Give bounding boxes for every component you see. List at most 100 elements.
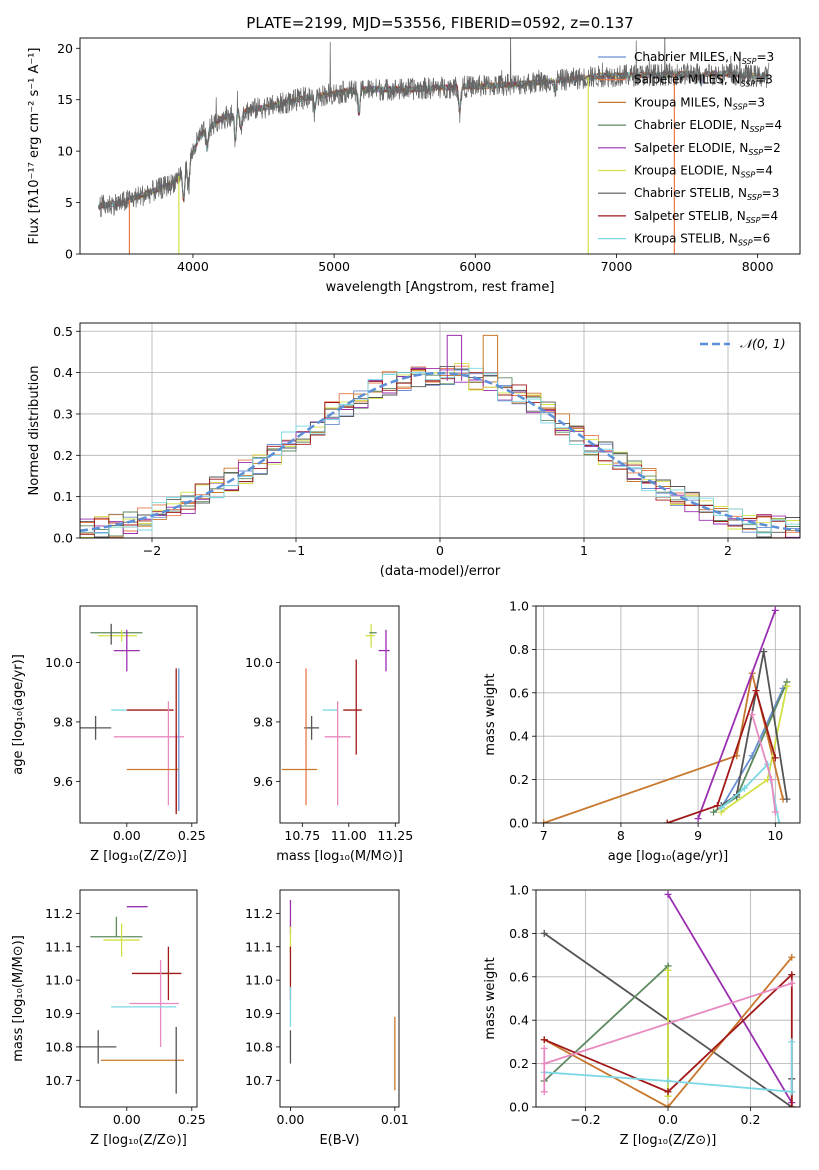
x-tick-label: 7000	[601, 259, 633, 274]
y-tick-label: 11.1	[45, 939, 73, 954]
y-axis-label: Normed distribution	[27, 366, 42, 496]
figure-title: PLATE=2199, MJD=53556, FIBERID=0592, z=0…	[246, 14, 633, 32]
x-tick-label: 5000	[318, 259, 350, 274]
weight-line	[697, 609, 777, 820]
y-axis-label: mass weight	[483, 673, 498, 755]
x-axis-label: Z [log₁₀(Z/Z⊙)]	[90, 849, 187, 864]
y-tick-label: 20	[57, 41, 73, 56]
y-tick-label: 5	[65, 195, 73, 210]
x-tick-label: 11.00	[331, 828, 367, 843]
y-tick-label: 10.0	[45, 655, 73, 670]
x-tick-label: 0	[436, 543, 444, 558]
weight-marker	[540, 819, 548, 823]
weight-marker	[788, 979, 796, 987]
y-tick-label: 0.1	[53, 489, 73, 504]
x-tick-label: 10	[767, 828, 783, 843]
legend-label: Salpeter STELIB, NSSP=4	[634, 209, 778, 225]
legend-label: Chabrier ELODIE, NSSP=4	[634, 118, 782, 134]
hist-spike	[482, 334, 499, 381]
x-axis-label: wavelength [Angstrom, rest frame]	[326, 280, 555, 295]
spectrum-legend: Chabrier MILES, NSSP=3 Salpeter MILES, NS…	[598, 50, 782, 248]
legend-label: Kroupa MILES, NSSP=3	[634, 95, 765, 111]
x-axis-label: age [log₁₀(age/yr)]	[608, 849, 729, 864]
y-tick-label: 11.0	[45, 973, 73, 988]
weight-marker	[713, 802, 721, 810]
weight-marker	[788, 953, 796, 961]
weight-marker	[694, 815, 702, 823]
y-tick-label: 0.2	[53, 448, 73, 463]
y-tick-label: 10.9	[45, 1006, 73, 1021]
weight-marker	[740, 784, 748, 792]
y-tick-label: 0.2	[509, 1056, 529, 1071]
weight-marker	[752, 687, 760, 695]
y-tick-label: 11.2	[245, 906, 273, 921]
x-tick-label: 0.00	[113, 1112, 141, 1127]
axes-frame	[535, 605, 801, 824]
x-axis-label: E(B-V)	[319, 1133, 359, 1148]
y-axis-label: mass weight	[483, 957, 498, 1039]
y-tick-label: 0.3	[53, 406, 73, 421]
legend-label: Salpeter ELODIE, NSSP=2	[634, 141, 781, 157]
x-tick-label: 0.00	[113, 828, 141, 843]
weight-marker	[540, 929, 548, 937]
weight-marker	[710, 808, 718, 816]
axes-frame	[79, 322, 801, 539]
y-tick-label: 0.5	[53, 324, 73, 339]
y-tick-label: 9.8	[253, 714, 273, 729]
x-axis-label: (data-model)/error	[380, 564, 501, 579]
x-tick-label: 8	[617, 828, 625, 843]
weight-marker	[664, 1103, 672, 1107]
x-tick-label: 4000	[177, 259, 209, 274]
y-tick-label: 11.1	[245, 939, 273, 954]
weight-marker	[788, 1088, 796, 1096]
y-tick-label: 0.0	[509, 1100, 529, 1115]
y-tick-label: 9.6	[53, 774, 73, 789]
weight-marker	[540, 1036, 548, 1044]
x-tick-label: 0.01	[381, 1112, 409, 1127]
weight_vs_age-axes: 7 8 9 10 0.0 0.2 0.4 0.6 0.8 1.0 age [log₁₀(age/yr…	[483, 599, 800, 864]
weight-marker	[748, 711, 756, 718]
x-axis-label: Z [log₁₀(Z/Z⊙)]	[620, 1133, 717, 1148]
spectrum-axes: 4000 5000 6000 7000 8000 0 5 10 15 20 wavelength […	[27, 41, 774, 295]
x-tick-label: 0.25	[178, 1112, 206, 1127]
x-tick-label: 1	[580, 543, 588, 558]
legend-label: Kroupa STELIB, NSSP=6	[634, 232, 770, 248]
spectrum-observed	[98, 38, 770, 218]
weight-marker	[783, 795, 791, 803]
weight-marker	[771, 808, 779, 816]
y-tick-label: 0.2	[509, 772, 529, 787]
weight-marker	[540, 1088, 548, 1096]
weight_vs_age-lines	[540, 606, 791, 823]
weight-line	[544, 982, 793, 1065]
y-tick-label: 11.2	[45, 906, 73, 921]
weight-marker	[663, 819, 671, 823]
axes-frame	[279, 605, 400, 824]
y-tick-label: 11.0	[245, 973, 273, 988]
y-tick-label: 0.4	[509, 729, 529, 744]
x-tick-label: 6000	[459, 259, 491, 274]
mass_vs_Z-axes: 0.00 0.25 10.7 10.8 10.9 11.0 11.1 11.2 Z [log₁₀…	[11, 906, 206, 1148]
x-tick-label: −1	[287, 543, 305, 558]
spectrum-lines	[98, 38, 770, 254]
y-tick-label: 10.0	[245, 655, 273, 670]
y-axis-label: mass [log₁₀(M/M⊙)]	[11, 935, 26, 1062]
weight_vs_Z-axes: −0.2 0.0 0.2 0.0 0.2 0.4 0.6 0.8 1.0 Z [log₁₀(Z/Z…	[483, 883, 800, 1148]
weight-marker	[788, 1038, 796, 1046]
axes-frame	[535, 889, 801, 1108]
y-tick-label: 0.4	[509, 1013, 529, 1028]
y-tick-label: 1.0	[509, 599, 529, 614]
axes-frame	[79, 889, 198, 1108]
y-tick-label: 10	[57, 144, 73, 159]
y-axis-label: Flux [fλ10⁻¹⁷ erg cm⁻² s⁻¹ A⁻¹]	[27, 48, 42, 245]
legend-label: Kroupa ELODIE, NSSP=4	[634, 164, 773, 180]
weight-marker	[767, 776, 775, 784]
x-tick-label: 0.0	[658, 1112, 678, 1127]
x-tick-label: 0.25	[178, 828, 206, 843]
weight-line	[544, 1041, 793, 1093]
x-tick-label: −2	[143, 543, 161, 558]
x-axis-label: mass [log₁₀(M/M⊙)]	[276, 849, 403, 864]
weight_vs_Z-lines	[540, 890, 796, 1107]
x-tick-label: 9	[694, 828, 702, 843]
x-tick-label: 2	[724, 543, 732, 558]
